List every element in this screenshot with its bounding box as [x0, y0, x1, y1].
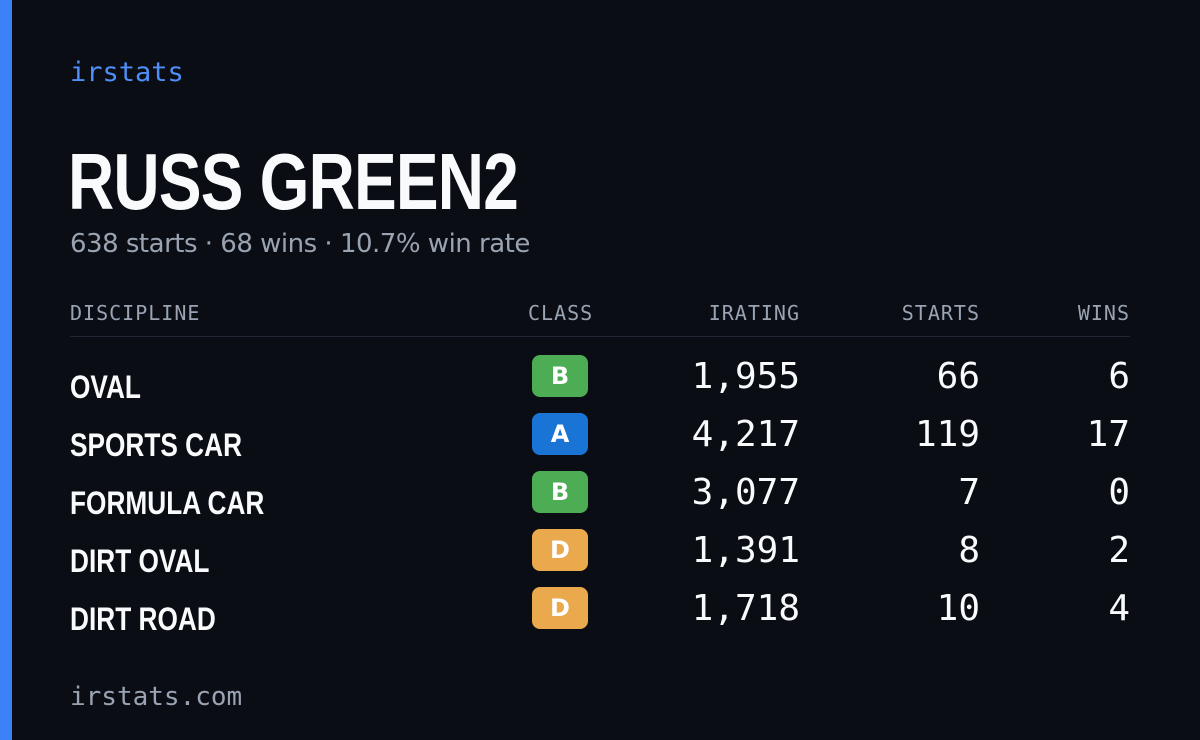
header-irating: IRATING — [708, 301, 800, 325]
discipline-name: DIRT OVAL — [70, 543, 210, 579]
brand-logo: irstats — [70, 57, 184, 88]
table-row: FORMULA CAR B 3,077 7 0 — [70, 469, 1130, 527]
wins-value: 6 — [1108, 356, 1130, 397]
table-body: OVAL B 1,955 66 6 SPORTS CAR A 4,217 119… — [70, 353, 1130, 643]
table-row: DIRT ROAD D 1,718 10 4 — [70, 585, 1130, 643]
irating-value: 1,955 — [691, 356, 800, 397]
irating-value: 4,217 — [691, 414, 800, 455]
irating-value: 3,077 — [691, 472, 800, 513]
table-row: DIRT OVAL D 1,391 8 2 — [70, 527, 1130, 585]
starts-value: 8 — [958, 530, 980, 571]
player-summary: 638 starts · 68 wins · 10.7% win rate — [70, 229, 530, 259]
class-badge: B — [532, 355, 588, 397]
footer-url: irstats.com — [70, 682, 243, 712]
wins-value: 2 — [1108, 530, 1130, 571]
table-row: OVAL B 1,955 66 6 — [70, 353, 1130, 411]
table-row: SPORTS CAR A 4,217 119 17 — [70, 411, 1130, 469]
class-badge: B — [532, 471, 588, 513]
class-badge: D — [532, 529, 588, 571]
wins-value: 4 — [1108, 588, 1130, 629]
stats-table: DISCIPLINE CLASS IRATING STARTS WINS OVA… — [70, 296, 1130, 643]
class-badge: D — [532, 587, 588, 629]
wins-value: 17 — [1086, 414, 1130, 455]
starts-value: 119 — [914, 414, 980, 455]
accent-bar — [0, 0, 12, 740]
irating-value: 1,718 — [691, 588, 800, 629]
player-name: RUSS GREEN2 — [68, 137, 519, 226]
wins-value: 0 — [1108, 472, 1130, 513]
discipline-name: SPORTS CAR — [70, 427, 243, 463]
header-wins: WINS — [1077, 301, 1130, 325]
starts-value: 66 — [936, 356, 980, 397]
discipline-name: FORMULA CAR — [70, 485, 265, 521]
header-discipline: DISCIPLINE — [70, 301, 201, 325]
starts-value: 7 — [958, 472, 980, 513]
starts-value: 10 — [936, 588, 980, 629]
header-class: CLASS — [528, 301, 594, 325]
table-header: DISCIPLINE CLASS IRATING STARTS WINS — [70, 296, 1130, 337]
discipline-name: OVAL — [70, 369, 141, 405]
discipline-name: DIRT ROAD — [70, 601, 216, 637]
header-starts: STARTS — [901, 301, 980, 325]
class-badge: A — [532, 413, 588, 455]
irating-value: 1,391 — [691, 530, 800, 571]
